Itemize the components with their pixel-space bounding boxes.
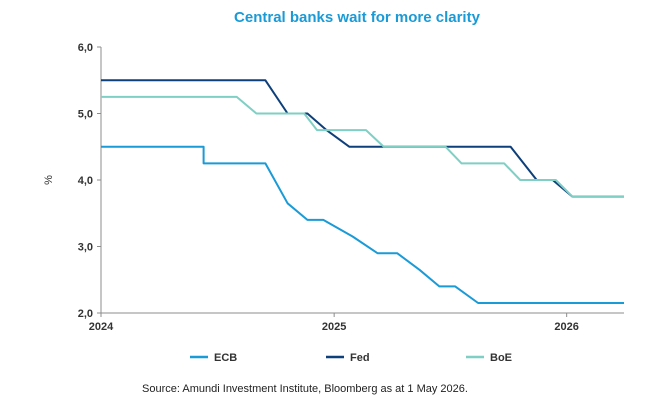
chart-title: Central banks wait for more clarity [234, 9, 481, 26]
x-tick-label: 2026 [554, 321, 578, 333]
y-tick-label: 3,0 [78, 242, 93, 254]
series-line-boe [101, 95, 624, 198]
y-axis-label: % [43, 175, 55, 185]
x-tick-label: 2025 [322, 321, 346, 333]
series-lines [101, 79, 624, 304]
legend-label-ecb: ECB [214, 352, 237, 364]
legend-label-fed: Fed [350, 352, 370, 364]
legend-label-boe: BoE [490, 352, 512, 364]
y-tick-label: 5,0 [78, 109, 93, 121]
x-tick-label: 2024 [89, 321, 114, 333]
legend: ECB Fed BoE [190, 352, 512, 364]
y-tick-label: 2,0 [78, 308, 93, 320]
y-tick-label: 6,0 [78, 42, 93, 54]
y-tick-label: 4,0 [78, 175, 93, 187]
source-note: Source: Amundi Investment Institute, Blo… [142, 383, 468, 395]
series-line-fed [101, 79, 624, 198]
series-line-ecb [101, 145, 624, 304]
